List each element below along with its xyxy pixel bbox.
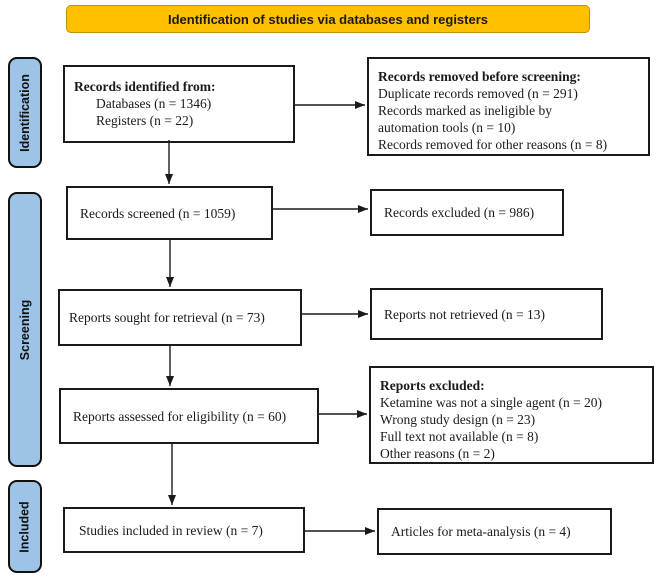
box-label: Reports assessed for eligibility (n = 60… [73, 408, 287, 424]
box-label: Studies included in review (n = 7) [79, 522, 263, 538]
box-reports-excluded: Reports excluded: Ketamine was not a sin… [369, 366, 654, 464]
diagram-title-banner: Identification of studies via databases … [66, 5, 590, 33]
box-line: automation tools (n = 10) [378, 120, 516, 135]
box-label: Articles for meta-analysis (n = 4) [391, 524, 571, 539]
box-records-excluded: Records excluded (n = 986) [370, 189, 564, 236]
box-reports-sought: Reports sought for retrieval (n = 73) [58, 289, 302, 346]
stage-text: Identification [18, 73, 32, 152]
stage-label-screening: Screening [8, 192, 42, 467]
box-heading: Reports excluded: [380, 378, 485, 393]
box-studies-included: Studies included in review (n = 7) [63, 507, 305, 553]
box-records-removed: Records removed before screening: Duplic… [367, 57, 650, 156]
box-reports-assessed: Reports assessed for eligibility (n = 60… [59, 388, 319, 444]
box-line: Other reasons (n = 2) [380, 446, 495, 461]
box-label: Records screened (n = 1059) [80, 205, 236, 221]
box-records-screened: Records screened (n = 1059) [66, 186, 273, 240]
stage-label-included: Included [8, 480, 42, 573]
box-line: Wrong study design (n = 23) [380, 412, 536, 427]
box-heading: Records removed before screening: [378, 69, 581, 84]
box-label: Reports not retrieved (n = 13) [384, 306, 545, 322]
box-line: Ketamine was not a single agent (n = 20) [380, 395, 603, 410]
box-line: Duplicate records removed (n = 291) [378, 86, 578, 101]
box-label: Reports sought for retrieval (n = 73) [69, 310, 265, 325]
diagram-title: Identification of studies via databases … [167, 11, 489, 27]
box-articles-meta-analysis: Articles for meta-analysis (n = 4) [377, 508, 612, 555]
box-line: Databases (n = 1346) [96, 96, 212, 111]
stage-text: Included [18, 500, 32, 553]
stage-label-identification: Identification [8, 57, 42, 168]
box-line: Records marked as ineligible by [378, 103, 552, 118]
box-records-identified: Records identified from: Databases (n = … [63, 65, 295, 143]
box-line: Full text not available (n = 8) [380, 429, 539, 444]
stage-text: Screening [18, 299, 32, 360]
box-line: Records removed for other reasons (n = 8… [378, 137, 608, 152]
box-reports-not-retrieved: Reports not retrieved (n = 13) [370, 288, 603, 340]
box-label: Records excluded (n = 986) [384, 205, 535, 220]
box-heading: Records identified from: [74, 79, 216, 94]
box-line: Registers (n = 22) [96, 113, 194, 128]
